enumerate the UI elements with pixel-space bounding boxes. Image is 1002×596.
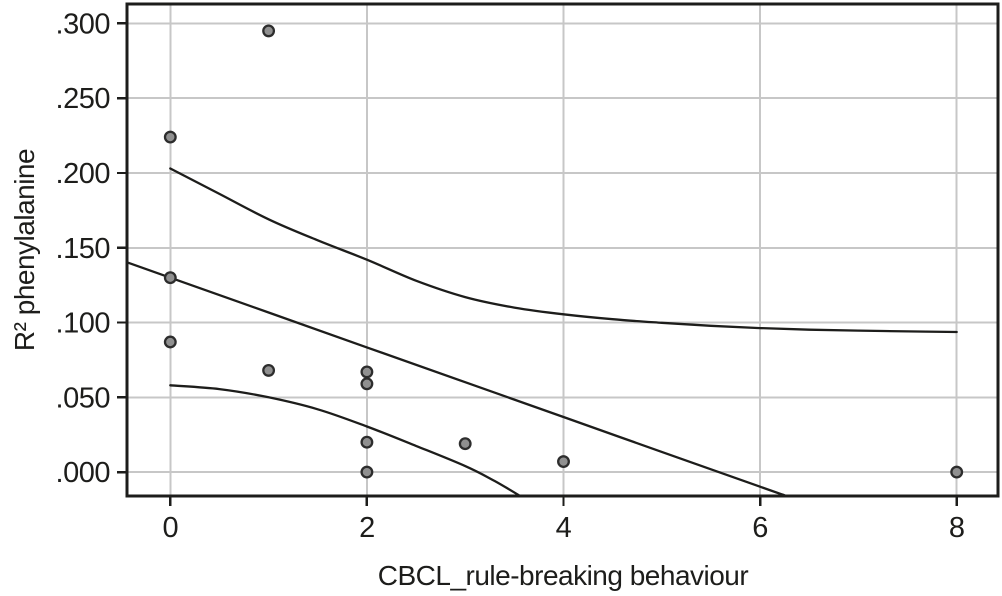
ci_lower-curve <box>169 384 522 498</box>
data-point <box>163 130 177 144</box>
x-tick-label: 0 <box>162 512 178 544</box>
data-point <box>557 455 570 469</box>
y-tick-label: .300 <box>56 8 110 40</box>
y-tick-label: .050 <box>56 382 110 414</box>
y-axis-title: R² phenylalanine <box>9 149 40 351</box>
data-point <box>360 465 374 479</box>
y-tick-label: .000 <box>56 457 110 489</box>
data-point <box>360 365 374 379</box>
grid-layer <box>127 4 998 496</box>
y-tick-label: .200 <box>56 158 110 190</box>
data-point <box>950 465 964 479</box>
data-point <box>262 24 276 38</box>
data-point <box>163 335 177 349</box>
x-tick-label: 6 <box>752 512 768 544</box>
axis-layer: 0 2 4 6 8 .000 .050 .100 .150 .200 .250 .300 <box>56 2 1000 544</box>
ci_upper-curve <box>169 167 958 334</box>
x-tick-label: 8 <box>949 512 965 544</box>
data-point <box>163 271 177 285</box>
data-point <box>262 363 276 377</box>
y-tick-label: .150 <box>56 233 110 265</box>
curve-layer <box>125 167 958 498</box>
x-tick-label: 4 <box>556 512 572 544</box>
data-point <box>360 377 374 391</box>
data-point <box>458 437 472 451</box>
x-tick-label: 2 <box>359 512 375 544</box>
fit_line-curve <box>125 261 788 498</box>
x-axis-title: CBCL_rule-breaking behaviour <box>378 560 749 591</box>
y-tick-label: .100 <box>56 308 110 340</box>
y-tick-label: .250 <box>56 83 110 115</box>
data-point <box>360 435 374 449</box>
point-layer <box>163 24 964 479</box>
